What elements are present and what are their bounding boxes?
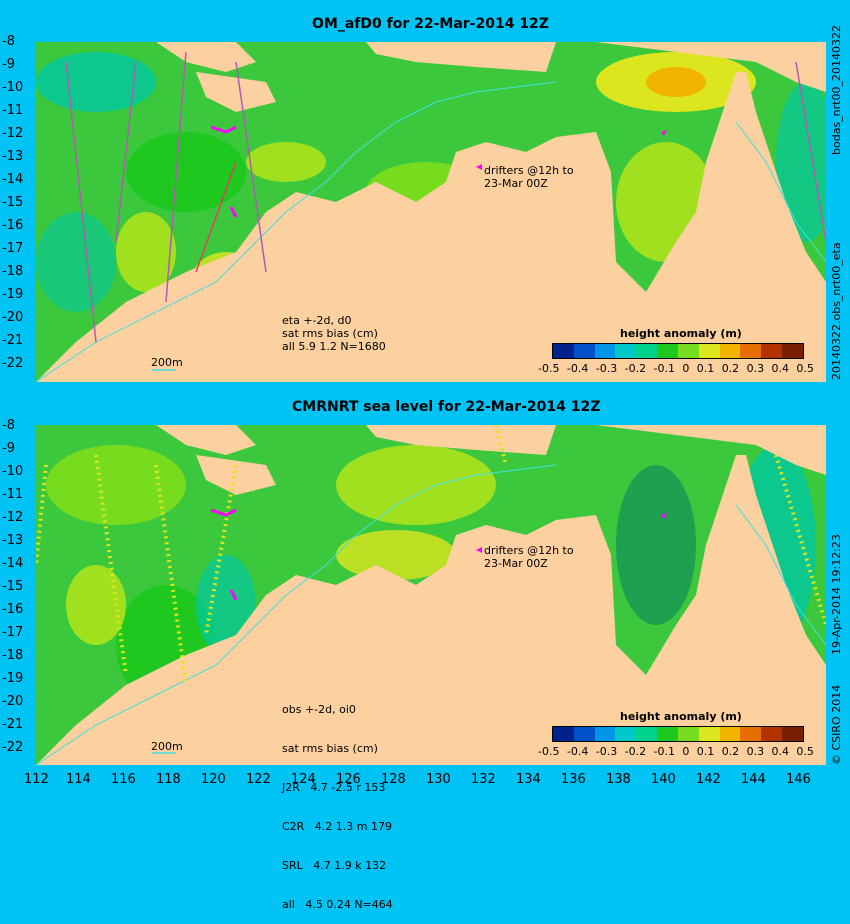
panel2-stats: obs +-2d, oi0 sat rms bias (cm) J2R 4.7 … [282, 703, 393, 911]
panel1-stats: eta +-2d, d0 sat rms bias (cm) all 5.9 1… [282, 314, 386, 353]
panel1-scale-label: 200m [151, 356, 183, 369]
panel2-colorbar [552, 726, 804, 742]
panel2-drifter-note: drifters @12h to 23-Mar 00Z [484, 544, 574, 570]
panel1-drifter-note: drifters @12h to 23-Mar 00Z [484, 164, 574, 190]
panel2-map [36, 425, 826, 765]
panel1-colorbar-label: height anomaly (m) [620, 327, 742, 340]
panel2-colorbar-ticks: -0.5 -0.4 -0.3 -0.2 -0.1 0 0.1 0.2 0.3 0.4 0.5 [538, 745, 814, 758]
panel2-colorbar-label: height anomaly (m) [620, 710, 742, 723]
panel1-side-label: bodas_nrt00_20140322 [830, 25, 843, 155]
panel1-title: OM_afD0 for 22-Mar-2014 12Z [312, 16, 549, 32]
panel2-title: CMRNRT sea level for 22-Mar-2014 12Z [292, 399, 601, 415]
panel2-side-label: 19-Apr-2014 19:12:23 [830, 534, 843, 655]
panel1-colorbar-ticks: -0.5 -0.4 -0.3 -0.2 -0.1 0 0.1 0.2 0.3 0.4 0.5 [538, 362, 814, 375]
panel1-side-label2: 20140322.obs_nrt00_eta [830, 242, 843, 380]
panel2-side-label2: © CSIRO 2014 [830, 684, 843, 765]
panel2-scale-label: 200m [151, 740, 183, 753]
panel1-colorbar [552, 343, 804, 359]
panel1-map [36, 42, 826, 382]
lon-ticks: 112 114 116 118 120 122 124 126 128 130 … [24, 772, 811, 787]
